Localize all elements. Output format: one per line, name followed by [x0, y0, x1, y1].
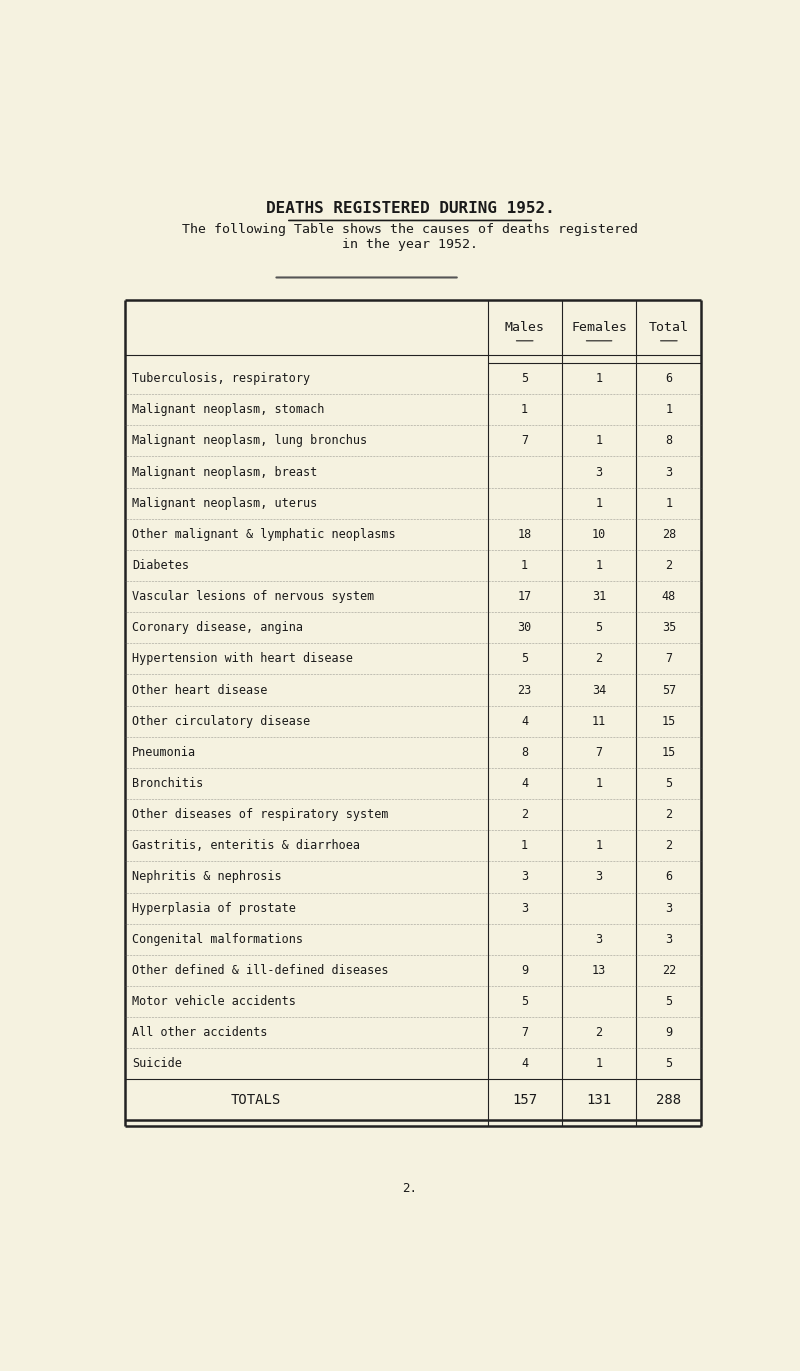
Text: 1: 1 [595, 1057, 602, 1071]
Text: 18: 18 [518, 528, 532, 540]
Text: Hypertension with heart disease: Hypertension with heart disease [132, 653, 353, 665]
Text: Other malignant & lymphatic neoplasms: Other malignant & lymphatic neoplasms [132, 528, 396, 540]
Text: 10: 10 [592, 528, 606, 540]
Text: in the year 1952.: in the year 1952. [342, 239, 478, 251]
Text: Malignant neoplasm, stomach: Malignant neoplasm, stomach [132, 403, 325, 417]
Text: 3: 3 [521, 871, 528, 883]
Text: 5: 5 [666, 777, 673, 790]
Text: Females: Females [571, 321, 627, 333]
Text: 3: 3 [595, 871, 602, 883]
Text: 2: 2 [595, 1026, 602, 1039]
Text: 288: 288 [656, 1093, 682, 1106]
Text: 1: 1 [666, 496, 673, 510]
Text: 1: 1 [666, 403, 673, 417]
Text: 31: 31 [592, 590, 606, 603]
Text: Vascular lesions of nervous system: Vascular lesions of nervous system [132, 590, 374, 603]
Text: 2: 2 [595, 653, 602, 665]
Text: Malignant neoplasm, breast: Malignant neoplasm, breast [132, 466, 318, 478]
Text: The following Table shows the causes of deaths registered: The following Table shows the causes of … [182, 222, 638, 236]
Text: 5: 5 [521, 372, 528, 385]
Text: 8: 8 [521, 746, 528, 758]
Text: Malignant neoplasm, uterus: Malignant neoplasm, uterus [132, 496, 318, 510]
Text: Motor vehicle accidents: Motor vehicle accidents [132, 995, 296, 1008]
Text: 157: 157 [512, 1093, 538, 1106]
Text: 11: 11 [592, 714, 606, 728]
Text: 1: 1 [595, 372, 602, 385]
Text: 3: 3 [521, 902, 528, 914]
Text: Gastritis, enteritis & diarrhoea: Gastritis, enteritis & diarrhoea [132, 839, 360, 853]
Text: Other defined & ill-defined diseases: Other defined & ill-defined diseases [132, 964, 389, 978]
Text: 1: 1 [595, 435, 602, 447]
Text: 5: 5 [521, 653, 528, 665]
Text: 131: 131 [586, 1093, 612, 1106]
Text: Suicide: Suicide [132, 1057, 182, 1071]
Text: 5: 5 [521, 995, 528, 1008]
Text: 3: 3 [595, 466, 602, 478]
Text: 7: 7 [521, 435, 528, 447]
Text: Total: Total [649, 321, 689, 333]
Text: Congenital malformations: Congenital malformations [132, 932, 303, 946]
Text: 4: 4 [521, 1057, 528, 1071]
Text: 5: 5 [666, 995, 673, 1008]
Text: 2.: 2. [402, 1182, 418, 1196]
Text: 9: 9 [666, 1026, 673, 1039]
Text: 35: 35 [662, 621, 676, 635]
Text: 28: 28 [662, 528, 676, 540]
Text: Pneumonia: Pneumonia [132, 746, 196, 758]
Text: TOTALS: TOTALS [231, 1093, 282, 1106]
Text: DEATHS REGISTERED DURING 1952.: DEATHS REGISTERED DURING 1952. [266, 202, 554, 217]
Text: Other diseases of respiratory system: Other diseases of respiratory system [132, 808, 389, 821]
Text: 5: 5 [666, 1057, 673, 1071]
Text: 7: 7 [595, 746, 602, 758]
Text: 17: 17 [518, 590, 532, 603]
Text: Males: Males [505, 321, 545, 333]
Text: Hyperplasia of prostate: Hyperplasia of prostate [132, 902, 296, 914]
Text: 30: 30 [518, 621, 532, 635]
Text: 3: 3 [666, 902, 673, 914]
Text: 7: 7 [521, 1026, 528, 1039]
Text: Other heart disease: Other heart disease [132, 684, 268, 696]
Text: 1: 1 [521, 403, 528, 417]
Text: 9: 9 [521, 964, 528, 978]
Text: 23: 23 [518, 684, 532, 696]
Text: 48: 48 [662, 590, 676, 603]
Text: 4: 4 [521, 714, 528, 728]
Text: 2: 2 [521, 808, 528, 821]
Text: 5: 5 [595, 621, 602, 635]
Text: Tuberculosis, respiratory: Tuberculosis, respiratory [132, 372, 310, 385]
Text: 2: 2 [666, 559, 673, 572]
Text: Coronary disease, angina: Coronary disease, angina [132, 621, 303, 635]
Text: 22: 22 [662, 964, 676, 978]
Text: 8: 8 [666, 435, 673, 447]
Text: Other circulatory disease: Other circulatory disease [132, 714, 310, 728]
Text: Malignant neoplasm, lung bronchus: Malignant neoplasm, lung bronchus [132, 435, 367, 447]
Text: Diabetes: Diabetes [132, 559, 190, 572]
Text: 15: 15 [662, 714, 676, 728]
Text: 57: 57 [662, 684, 676, 696]
Text: 4: 4 [521, 777, 528, 790]
Text: 1: 1 [521, 839, 528, 853]
Text: 2: 2 [666, 808, 673, 821]
Text: 34: 34 [592, 684, 606, 696]
Text: 13: 13 [592, 964, 606, 978]
Text: 6: 6 [666, 871, 673, 883]
Text: All other accidents: All other accidents [132, 1026, 268, 1039]
Text: 1: 1 [595, 839, 602, 853]
Text: 6: 6 [666, 372, 673, 385]
Text: 1: 1 [595, 559, 602, 572]
Text: 7: 7 [666, 653, 673, 665]
Text: Nephritis & nephrosis: Nephritis & nephrosis [132, 871, 282, 883]
Text: 3: 3 [666, 466, 673, 478]
Text: 2: 2 [666, 839, 673, 853]
Text: Bronchitis: Bronchitis [132, 777, 203, 790]
Text: 1: 1 [595, 496, 602, 510]
Text: 3: 3 [666, 932, 673, 946]
Text: 3: 3 [595, 932, 602, 946]
Text: 1: 1 [595, 777, 602, 790]
Text: 15: 15 [662, 746, 676, 758]
Text: 1: 1 [521, 559, 528, 572]
